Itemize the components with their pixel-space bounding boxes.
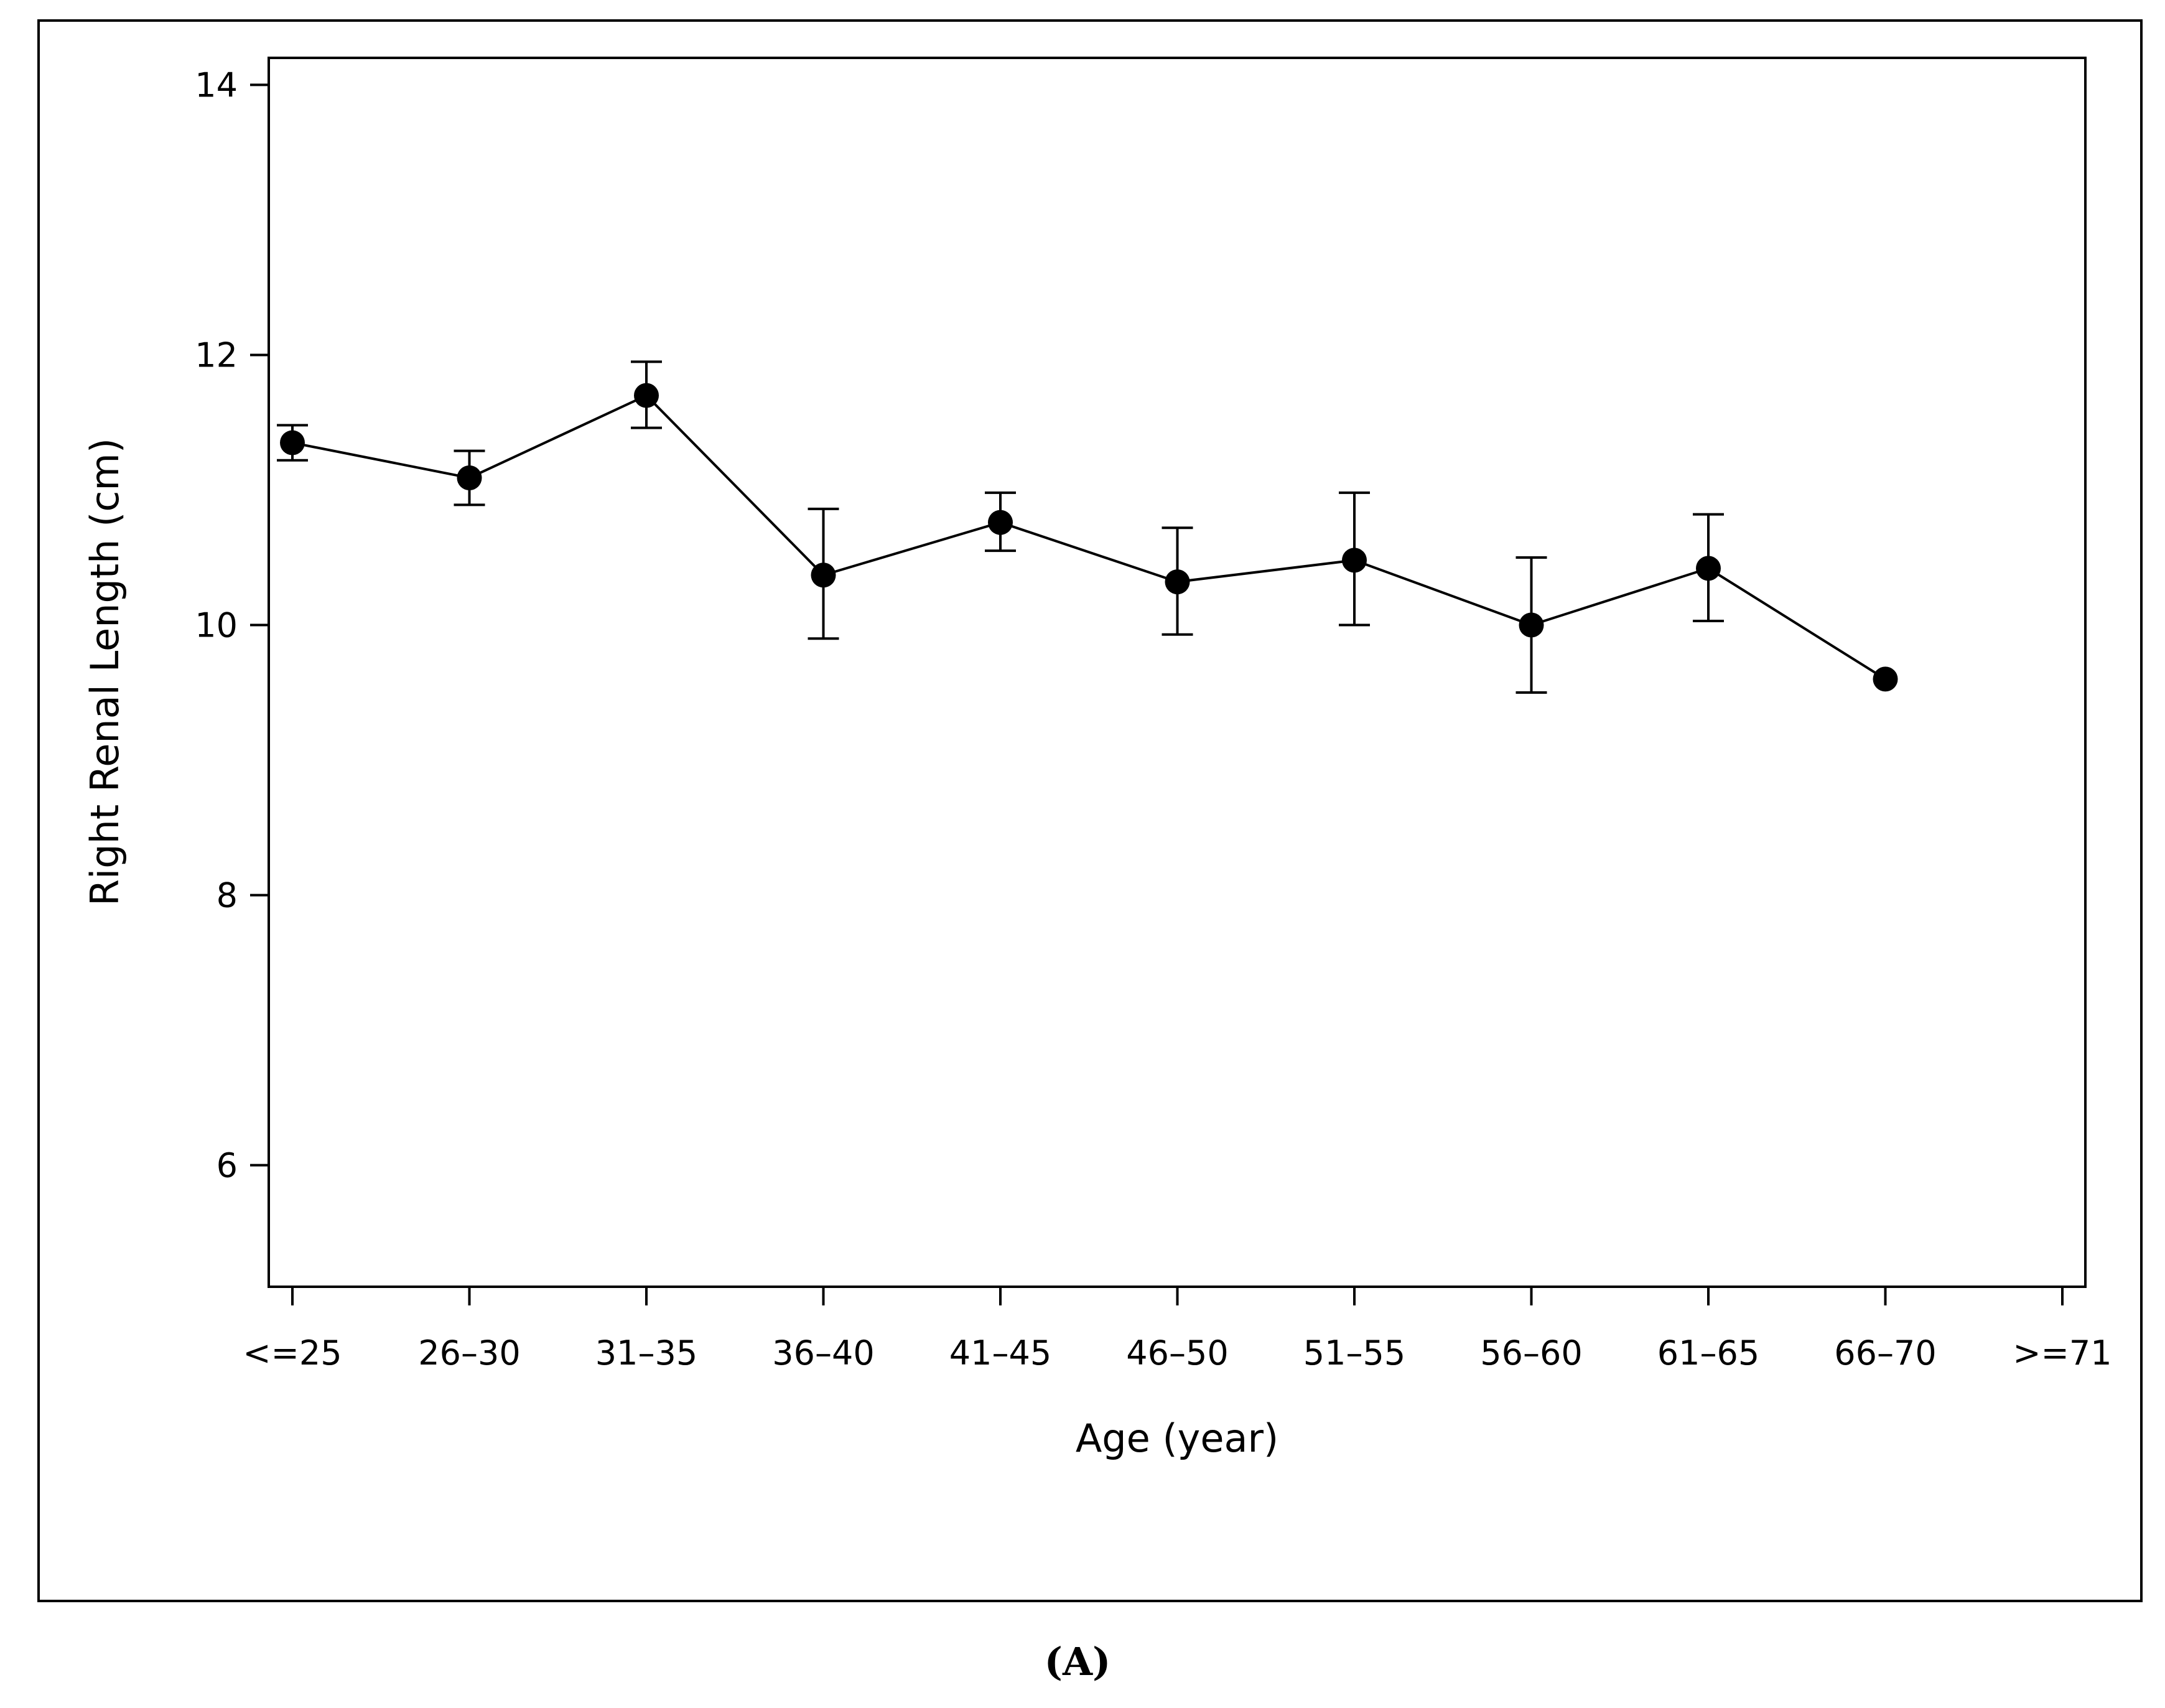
y-axis-title: Right Renal Length (cm) <box>82 438 128 906</box>
data-point <box>457 465 482 490</box>
x-tick-label: 31–35 <box>595 1333 697 1373</box>
x-tick-label: 61–65 <box>1657 1333 1759 1373</box>
plot-area-frame <box>268 57 2087 1288</box>
data-point <box>1165 569 1190 595</box>
data-point <box>1873 666 1898 692</box>
data-point <box>280 430 305 455</box>
figure-border <box>37 19 2143 1602</box>
y-tick-label: 8 <box>216 876 238 915</box>
x-tick-label: 41–45 <box>949 1333 1051 1373</box>
x-axis: <=25 26–30 31–35 36–40 41–45 46–50 51–55 56–60 6… <box>243 1287 2112 1373</box>
x-axis-title: Age (year) <box>1076 1416 1278 1461</box>
data-point <box>634 383 659 408</box>
x-tick-label: 51–55 <box>1303 1333 1405 1373</box>
y-tick-label: 14 <box>195 65 238 105</box>
data-markers <box>280 383 1898 692</box>
y-axis: 6 8 10 12 14 <box>195 65 269 1185</box>
data-point <box>811 562 836 588</box>
x-tick-label: 46–50 <box>1126 1333 1228 1373</box>
data-point <box>1519 612 1544 638</box>
data-point <box>1696 556 1721 581</box>
x-tick-label: 26–30 <box>418 1333 520 1373</box>
panel-label: (A) <box>1045 1639 1111 1684</box>
y-tick-label: 12 <box>195 335 238 375</box>
data-point <box>1342 548 1367 573</box>
series-line <box>292 394 1886 681</box>
x-tick-label: 36–40 <box>772 1333 874 1373</box>
y-tick-label: 6 <box>216 1146 238 1185</box>
error-bars <box>277 360 1724 694</box>
x-tick-label: 66–70 <box>1834 1333 1936 1373</box>
x-tick-label: >=71 <box>2013 1333 2111 1373</box>
y-tick-label: 10 <box>195 606 238 645</box>
x-tick-label: 56–60 <box>1480 1333 1582 1373</box>
x-tick-label: <=25 <box>243 1333 342 1373</box>
data-point <box>988 510 1013 535</box>
